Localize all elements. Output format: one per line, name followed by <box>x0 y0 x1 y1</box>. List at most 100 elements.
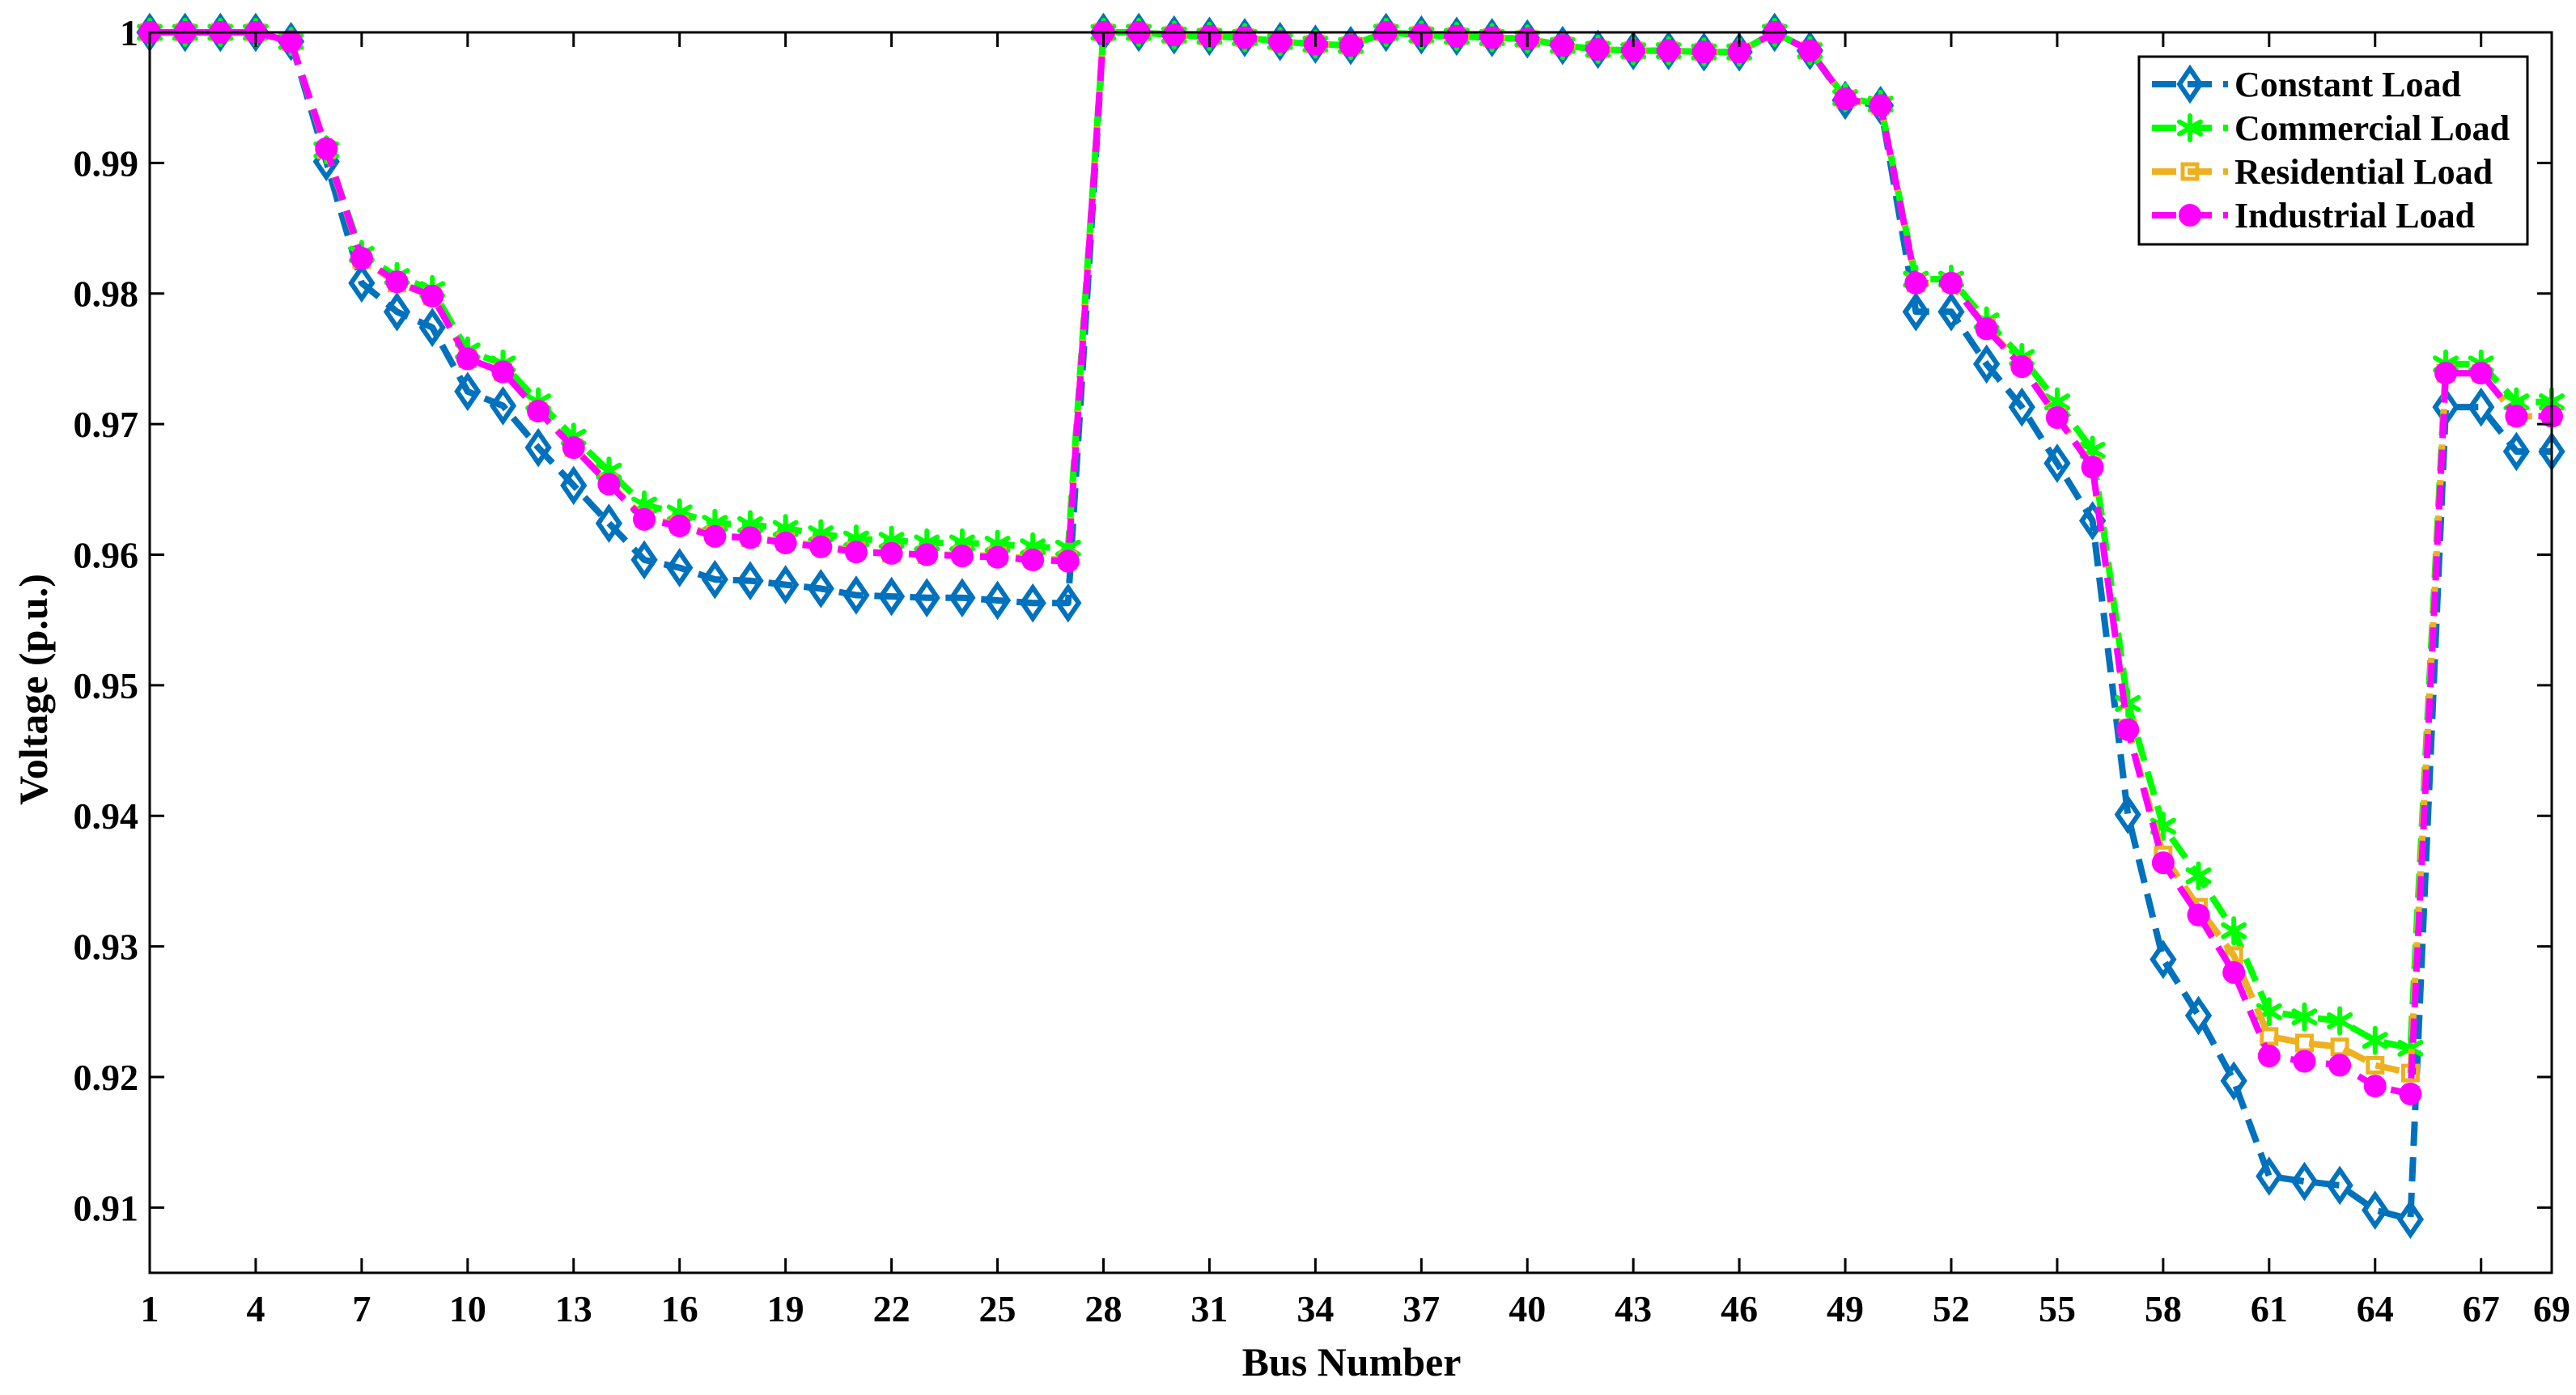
data-point <box>1657 39 1680 62</box>
data-point <box>1973 344 2001 384</box>
y-tick-label: 0.94 <box>74 795 139 837</box>
data-point <box>1937 292 1965 332</box>
data-point <box>1692 40 1716 64</box>
x-tick-label: 67 <box>2463 1288 2500 1329</box>
legend-label: Commercial Load <box>2234 108 2510 148</box>
data-point <box>1268 30 1292 53</box>
data-point <box>668 514 691 537</box>
data-point <box>421 284 444 307</box>
x-tick-label: 10 <box>449 1288 486 1329</box>
data-point <box>807 569 834 608</box>
data-point <box>385 270 409 294</box>
data-point <box>844 541 868 564</box>
data-point <box>2043 443 2071 483</box>
x-axis-label: Bus Number <box>1242 1339 1462 1384</box>
legend-entry: Industrial Load <box>2152 196 2475 235</box>
y-tick-label: 0.96 <box>74 534 139 575</box>
data-point <box>1445 24 1468 48</box>
legend-label: Industrial Load <box>2234 196 2475 235</box>
data-point <box>772 565 800 604</box>
x-tick-label: 34 <box>1296 1288 1334 1329</box>
x-tick-label: 37 <box>1403 1288 1440 1329</box>
data-point <box>2291 1002 2318 1032</box>
data-point <box>2256 1156 2283 1196</box>
data-point <box>1902 292 1929 332</box>
x-tick-label: 1 <box>141 1288 159 1329</box>
data-point <box>2434 362 2458 385</box>
data-point <box>666 548 694 587</box>
y-tick-label: 0.97 <box>74 404 139 445</box>
data-point <box>2366 1055 2385 1075</box>
axes: 1 4 7 10 13 16 19 22 25 28 31 34 37 40 43 46 49 52 55 58 61 6… <box>74 12 2571 1329</box>
data-point <box>418 307 446 348</box>
data-point <box>2290 1161 2319 1202</box>
x-tick-label: 31 <box>1190 1288 1228 1329</box>
y-tick-label: 0.91 <box>74 1187 139 1228</box>
y-tick-label: 0.93 <box>74 926 139 968</box>
x-tick-label: 58 <box>2145 1288 2182 1329</box>
y-axis-label: Voltage (p.u.) <box>11 574 56 805</box>
data-point <box>454 371 482 412</box>
data-point <box>703 524 727 548</box>
x-tick-label: 25 <box>979 1288 1016 1329</box>
x-tick-label: 55 <box>2039 1288 2076 1329</box>
data-point <box>948 578 976 618</box>
x-tick-label: 40 <box>1509 1288 1546 1329</box>
data-point <box>2469 362 2493 385</box>
data-point <box>2177 113 2203 142</box>
data-point <box>2257 1045 2281 1068</box>
y-tick-label: 1 <box>120 12 138 53</box>
data-point <box>2327 1006 2353 1036</box>
x-tick-label: 7 <box>352 1288 371 1329</box>
data-point <box>2505 405 2528 428</box>
data-point <box>2362 1190 2389 1230</box>
data-point <box>348 263 376 303</box>
data-point <box>1551 34 1574 57</box>
data-point <box>560 465 588 506</box>
data-point <box>877 576 906 617</box>
data-point <box>2260 1027 2279 1046</box>
data-point <box>986 545 1009 569</box>
data-point <box>2328 1054 2352 1077</box>
data-point <box>630 540 658 580</box>
data-point <box>2220 1061 2247 1101</box>
y-tick-label: 0.92 <box>74 1057 139 1098</box>
data-point <box>2293 1049 2316 1073</box>
data-point <box>880 541 903 565</box>
data-point <box>701 559 728 600</box>
legend-entry: Residential Load <box>2152 152 2493 192</box>
x-tick-label: 52 <box>1933 1288 1970 1329</box>
data-point <box>2184 995 2213 1036</box>
data-point <box>1940 271 1963 295</box>
data-point <box>2396 1199 2425 1240</box>
x-tick-label: 19 <box>767 1288 804 1329</box>
data-point <box>1339 34 1362 57</box>
data-point <box>774 531 797 554</box>
series-industrial-load <box>138 21 2563 1105</box>
plot-frame <box>148 31 2553 1274</box>
data-point <box>915 543 939 566</box>
data-point <box>1019 583 1046 623</box>
x-tick-label: 69 <box>2533 1288 2570 1329</box>
x-tick-label: 64 <box>2357 1288 2394 1329</box>
y-tick-label: 0.95 <box>74 665 139 706</box>
data-point <box>527 399 550 422</box>
data-point <box>2180 162 2200 181</box>
data-point <box>983 580 1012 621</box>
x-tick-label: 13 <box>555 1288 592 1329</box>
series-layer <box>136 12 2565 1240</box>
legend-entry: Commercial Load <box>2152 108 2510 148</box>
data-point <box>383 292 411 332</box>
data-point <box>1798 39 1822 62</box>
data-point <box>913 578 940 618</box>
data-point <box>2151 851 2175 875</box>
data-point <box>595 503 623 544</box>
x-tick-label: 49 <box>1827 1288 1864 1329</box>
data-point <box>2363 1075 2387 1098</box>
data-point <box>1233 26 1257 49</box>
data-point <box>950 545 974 568</box>
data-point <box>1021 548 1045 571</box>
data-point <box>1869 94 1892 117</box>
data-point <box>2468 387 2495 427</box>
